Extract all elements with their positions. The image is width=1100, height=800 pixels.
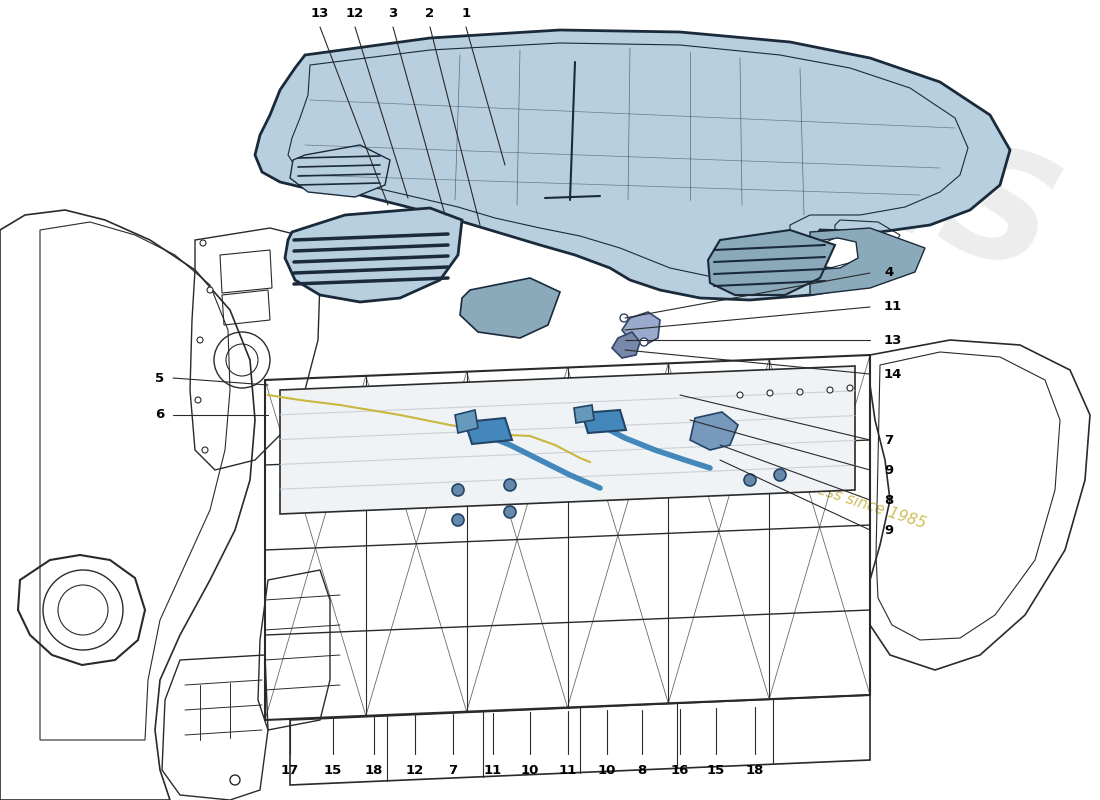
Text: 12: 12 (345, 7, 364, 20)
Circle shape (452, 484, 464, 496)
Circle shape (744, 474, 756, 486)
Polygon shape (690, 412, 738, 450)
Text: UES: UES (706, 62, 1074, 308)
Circle shape (200, 240, 206, 246)
Circle shape (827, 387, 833, 393)
Circle shape (504, 479, 516, 491)
Text: 2: 2 (426, 7, 434, 20)
Circle shape (452, 514, 464, 526)
Polygon shape (455, 410, 478, 433)
Circle shape (230, 775, 240, 785)
Text: 9: 9 (884, 463, 893, 477)
Text: 10: 10 (520, 764, 539, 777)
Text: 15: 15 (323, 764, 342, 777)
Circle shape (197, 337, 204, 343)
Text: 13: 13 (884, 334, 902, 346)
Text: 10: 10 (597, 764, 616, 777)
Text: 8: 8 (637, 764, 647, 777)
Circle shape (798, 389, 803, 395)
Text: 14: 14 (884, 367, 902, 381)
Text: 11: 11 (884, 301, 902, 314)
Text: 9: 9 (884, 523, 893, 537)
Circle shape (202, 447, 208, 453)
Text: 4: 4 (884, 266, 893, 279)
Polygon shape (574, 405, 594, 423)
Polygon shape (255, 30, 1010, 300)
Polygon shape (612, 332, 640, 358)
Text: 18: 18 (365, 764, 383, 777)
Text: 11: 11 (484, 764, 502, 777)
Circle shape (774, 469, 786, 481)
Text: 5: 5 (155, 371, 164, 385)
Polygon shape (460, 278, 560, 338)
Text: 11: 11 (559, 764, 578, 777)
Text: 1: 1 (461, 7, 471, 20)
Text: 3: 3 (388, 7, 397, 20)
Text: a family business since 1985: a family business since 1985 (713, 449, 927, 531)
Polygon shape (582, 410, 626, 433)
Text: 6: 6 (155, 409, 164, 422)
Text: 7: 7 (884, 434, 893, 446)
Circle shape (640, 338, 648, 346)
Circle shape (737, 392, 742, 398)
Circle shape (767, 390, 773, 396)
Polygon shape (290, 145, 390, 197)
Polygon shape (621, 312, 660, 345)
Text: 17: 17 (280, 764, 299, 777)
Polygon shape (280, 366, 855, 514)
Circle shape (504, 506, 516, 518)
Circle shape (195, 397, 201, 403)
Text: 18: 18 (746, 764, 764, 777)
Circle shape (620, 314, 628, 322)
Polygon shape (708, 230, 835, 295)
Text: 12: 12 (406, 764, 425, 777)
Polygon shape (465, 418, 512, 444)
Text: since: since (742, 50, 978, 190)
Polygon shape (810, 228, 925, 295)
Polygon shape (285, 208, 462, 302)
Text: 13: 13 (311, 7, 329, 20)
Text: 15: 15 (707, 764, 725, 777)
Text: 8: 8 (884, 494, 893, 506)
Circle shape (847, 385, 852, 391)
Text: 7: 7 (449, 764, 458, 777)
Circle shape (207, 287, 213, 293)
Text: 16: 16 (671, 764, 690, 777)
